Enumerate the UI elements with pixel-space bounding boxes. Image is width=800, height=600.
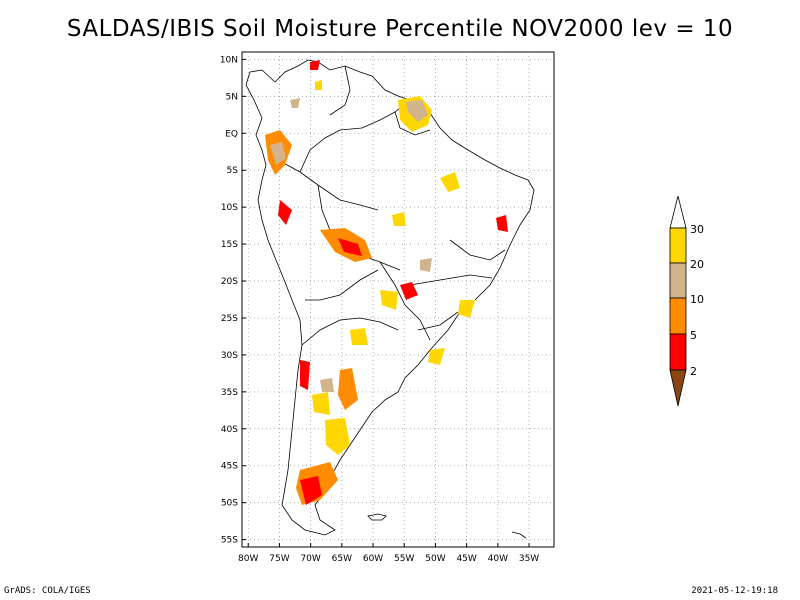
legend-label-5: 5 [690, 329, 697, 342]
lon-tick-label: 65W [332, 554, 352, 564]
lon-tick-label: 35W [519, 554, 539, 564]
legend-label-30: 30 [690, 223, 704, 236]
continent-outline [245, 59, 535, 536]
lat-tick-label: 5S [227, 166, 239, 176]
south-georgia [511, 531, 527, 539]
lat-tick-label: 20S [221, 277, 238, 287]
legend-20to30 [669, 227, 687, 264]
legend-lt2 [669, 369, 687, 407]
lat-tick-label: 50S [221, 499, 238, 509]
lon-tick-label: 50W [425, 554, 445, 564]
lon-tick-label: 60W [363, 554, 383, 564]
lat-tick-label: 35S [221, 388, 238, 398]
lon-tick-label: 80W [238, 554, 258, 564]
lat-tick-labels: 10N 5N EQ 5S 10S 15S 20S 25S 30S 35S 40S 45S 50S 55S [220, 55, 238, 545]
soil-moisture-shading [265, 60, 508, 505]
map-frame [241, 51, 555, 548]
legend-label-20: 20 [690, 258, 704, 271]
lat-tick-label: EQ [225, 129, 238, 139]
legend-label-2: 2 [690, 365, 697, 378]
lat-tick-label: 10S [221, 203, 238, 213]
lat-tick-label: 5N [226, 92, 238, 102]
footer-credit: GrADS: COLA/IGES [4, 586, 91, 596]
footer-timestamp: 2021-05-12-19:18 [691, 586, 778, 596]
lon-tick-label: 55W [394, 554, 414, 564]
lat-tick-label: 55S [221, 536, 238, 546]
legend-gt30 [669, 195, 687, 229]
lon-tick-label: 70W [300, 554, 320, 564]
legend-2to5 [669, 333, 687, 371]
color-legend: 30 20 10 5 2 [669, 195, 704, 407]
lat-tick-label: 15S [221, 240, 238, 250]
lat-tick-label: 30S [221, 351, 238, 361]
lat-tick-label: 45S [221, 462, 238, 472]
lon-tick-labels: 80W 75W 70W 65W 60W 55W 50W 45W 40W 35W [238, 554, 539, 564]
legend-label-10: 10 [690, 293, 704, 306]
legend-5to10 [669, 297, 687, 335]
lon-tick-label: 40W [488, 554, 508, 564]
lat-tick-label: 10N [220, 55, 238, 65]
lon-tick-label: 45W [456, 554, 476, 564]
lat-tick-label: 40S [221, 425, 238, 435]
falkland-islands [367, 513, 387, 521]
grid-lines [242, 52, 554, 547]
lat-tick-label: 25S [221, 314, 238, 324]
lon-tick-label: 75W [269, 554, 289, 564]
legend-10to20 [669, 262, 687, 299]
map-title: SALDAS/IBIS Soil Moisture Percentile NOV… [66, 16, 734, 42]
